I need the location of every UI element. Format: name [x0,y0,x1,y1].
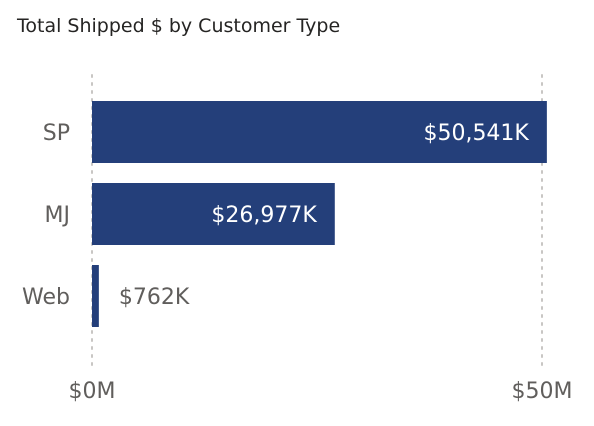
data-label-sp: $50,541K [423,121,529,146]
data-label-web: $762K [119,285,190,310]
category-label-sp: SP [43,121,70,146]
tick-label-1: $50M [512,379,573,404]
value-axis: $0M $50M [69,379,573,404]
category-axis: SP MJ Web [22,121,70,310]
tick-label-0: $0M [69,379,116,404]
category-label-mj: MJ [45,203,70,228]
bar-web[interactable] [92,265,99,327]
data-label-mj: $26,977K [211,203,317,228]
bar-sp[interactable] [92,101,547,163]
category-label-web: Web [22,285,70,310]
data-labels: $50,541K $26,977K $762K [119,121,530,310]
bar-mj[interactable] [92,183,335,245]
bars [92,101,547,327]
chart-title: Total Shipped $ by Customer Type [17,15,341,37]
